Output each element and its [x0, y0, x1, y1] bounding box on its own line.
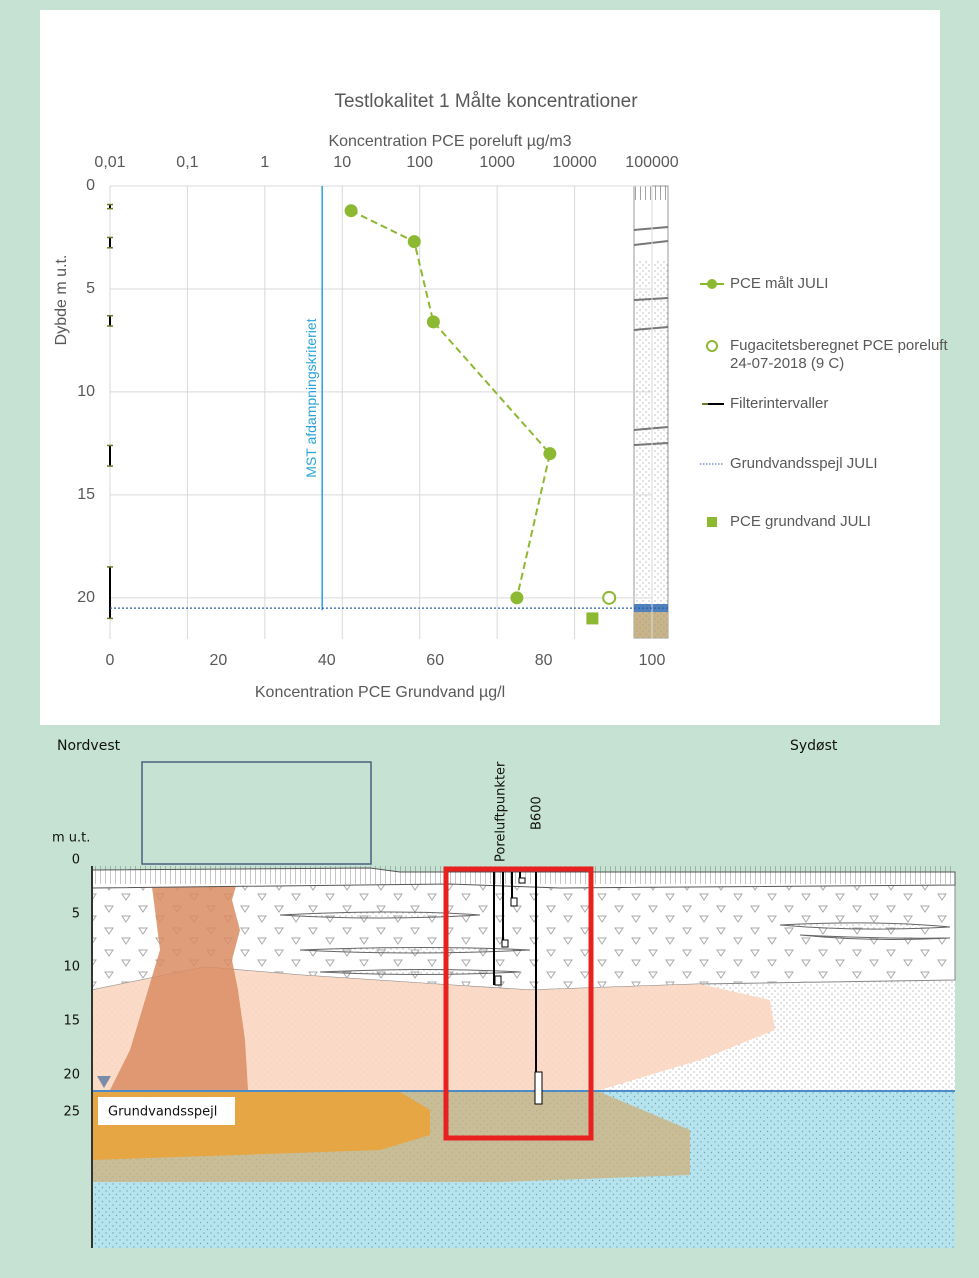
x-tick-label: 100	[639, 652, 666, 669]
lithology-strip	[634, 186, 668, 638]
legend-item: Filterintervaller	[700, 395, 960, 413]
x-tick-label: 0	[106, 652, 115, 669]
y-axis-title: Dybde m u.t.	[53, 255, 70, 346]
cross-section: Grundvandsspejl Nordvest Sydøst m u.t. P…	[52, 738, 955, 1248]
boreholes-label: Poreluftpunkter	[494, 761, 509, 862]
y-tick-label: 5	[86, 280, 95, 297]
depth-label: 0	[72, 853, 80, 868]
x2-tick-label: 1000	[479, 154, 515, 171]
point	[543, 447, 556, 460]
depth-label: 5	[72, 907, 80, 922]
x2-tick-label: 0,1	[176, 154, 198, 171]
depth-label: 20	[63, 1068, 80, 1083]
point	[586, 612, 598, 624]
y-tick-label: 10	[77, 383, 95, 400]
legend-label: PCE grundvand JULI	[730, 513, 960, 531]
legend-item: PCE grundvand JULI	[700, 513, 960, 531]
y-tick-label: 20	[77, 589, 95, 606]
y-tick-label: 15	[77, 486, 95, 503]
building	[142, 762, 371, 864]
x2-tick-label: 10000	[552, 154, 597, 171]
point	[603, 592, 615, 604]
x-tick-label: 80	[535, 652, 553, 669]
threshold-label: MST afdampningskriteriet	[303, 318, 319, 477]
x2-axis-title: Koncentration PCE poreluft µg/m3	[328, 133, 571, 150]
legend-label: Filterintervaller	[730, 395, 960, 413]
chart-title: Testlokalitet 1 Målte koncentrationer	[334, 91, 638, 112]
legend-icon	[700, 513, 726, 531]
left-label: Nordvest	[57, 738, 121, 754]
x2-tick-label: 1	[260, 154, 269, 171]
legend-label: Fugacitetsberegnet PCE poreluft 24-07-20…	[730, 337, 960, 373]
x-tick-label: 40	[318, 652, 336, 669]
point	[345, 204, 358, 217]
legend-item: PCE målt JULI	[700, 275, 960, 293]
legend-label: PCE målt JULI	[730, 275, 960, 293]
depth-unit: m u.t.	[52, 831, 90, 846]
borehole-label: B600	[530, 796, 545, 830]
point	[408, 235, 421, 248]
x-tick-label: 60	[426, 652, 444, 669]
x2-tick-label: 100	[406, 154, 433, 171]
depth-label: 10	[63, 960, 80, 975]
page: Testlokalitet 1 Målte koncentrationer Ko…	[0, 0, 979, 1278]
x2-tick-label: 0,01	[94, 154, 125, 171]
x2-tick-label: 100000	[625, 154, 678, 171]
x-tick-label: 20	[210, 652, 228, 669]
water-table-label: Grundvandsspejl	[108, 1105, 217, 1120]
x2-tick-label: 10	[333, 154, 351, 171]
legend-item: Grundvandsspejl JULI	[700, 455, 960, 473]
right-label: Sydøst	[790, 738, 838, 754]
point	[510, 591, 523, 604]
y-tick-label: 0	[86, 177, 95, 194]
x-axis-title: Koncentration PCE Grundvand µg/l	[255, 684, 505, 701]
legend-icon	[700, 395, 726, 413]
legend-icon	[700, 275, 726, 293]
figure: Testlokalitet 1 Målte koncentrationer Ko…	[0, 0, 979, 1278]
point	[427, 315, 440, 328]
legend-label: Grundvandsspejl JULI	[730, 455, 960, 473]
depth-label: 15	[63, 1014, 80, 1029]
legend-icon	[700, 337, 726, 355]
legend-item: Fugacitetsberegnet PCE poreluft 24-07-20…	[700, 337, 960, 373]
depth-label: 25	[63, 1105, 80, 1120]
legend-icon	[700, 455, 726, 473]
